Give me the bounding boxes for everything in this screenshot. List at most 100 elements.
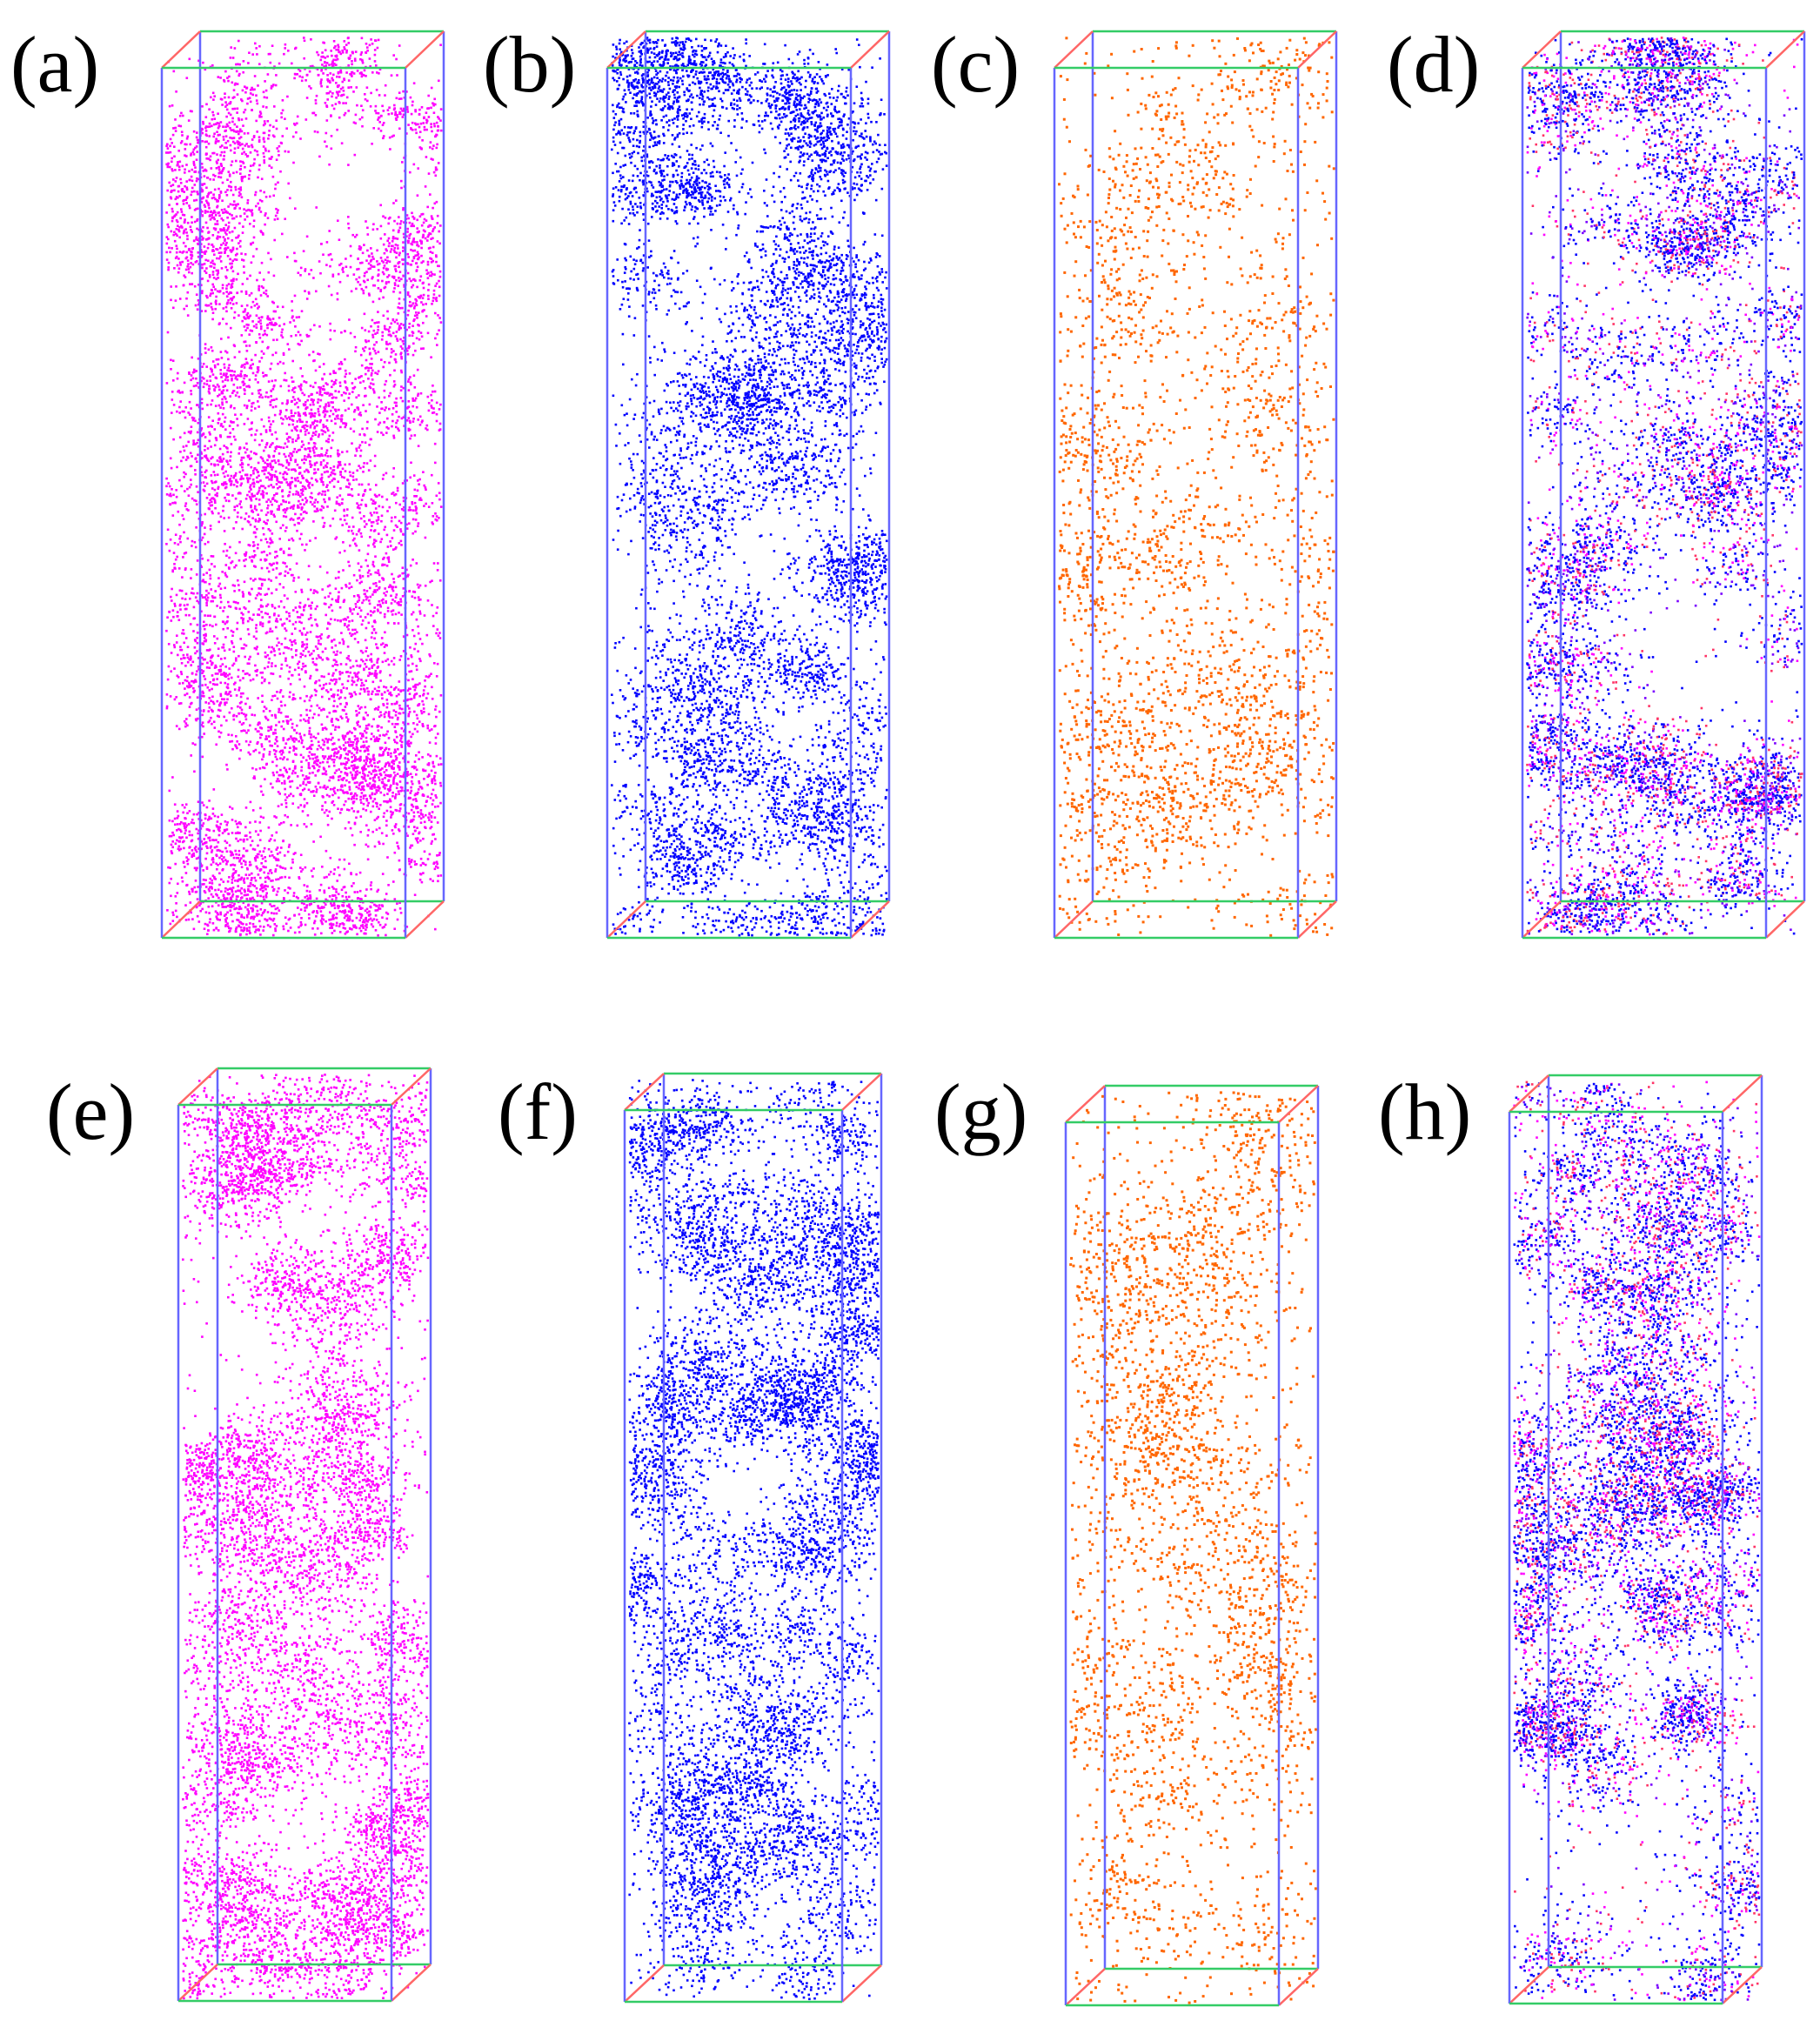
particle-point: [197, 421, 200, 425]
particle-point: [339, 689, 343, 692]
particle-point: [354, 756, 357, 759]
particle-point: [369, 777, 371, 780]
particle-point: [377, 269, 380, 271]
particle-point: [250, 465, 253, 469]
particle-point: [366, 233, 370, 236]
particle-point: [185, 692, 189, 695]
particle-point: [424, 237, 427, 240]
particle-point: [397, 716, 399, 719]
particle-point: [225, 295, 229, 298]
particle-point: [416, 251, 419, 254]
particle-point: [258, 850, 262, 853]
particle-point: [418, 586, 420, 589]
particle-point: [365, 259, 368, 262]
particle-point: [343, 509, 345, 512]
particle-point: [291, 519, 295, 521]
particle-point: [337, 466, 339, 469]
particle-point: [373, 793, 377, 795]
particle-point: [300, 445, 304, 448]
particle-point: [267, 472, 270, 474]
particle-point: [372, 511, 376, 514]
particle-point: [312, 398, 315, 402]
particle-point: [320, 447, 324, 450]
particle-point: [280, 667, 283, 670]
particle-point: [371, 525, 373, 527]
particle-point: [331, 646, 333, 649]
particle-point: [340, 394, 344, 397]
particle-point: [366, 749, 370, 752]
particle-point: [426, 205, 429, 209]
particle-point: [223, 517, 225, 519]
particle-point: [266, 217, 270, 219]
particle-point: [411, 222, 414, 225]
particle-point: [370, 658, 372, 660]
particle-point: [230, 180, 232, 184]
particle-point: [409, 263, 412, 266]
particle-point: [398, 503, 401, 506]
particle-point: [310, 652, 313, 655]
particle-point: [321, 454, 324, 457]
particle-point: [299, 719, 302, 722]
particle-point: [278, 887, 280, 890]
particle-point: [232, 527, 235, 530]
particle-point: [382, 703, 385, 706]
particle-point: [285, 432, 289, 435]
particle-point: [167, 238, 170, 241]
particle-point: [397, 790, 400, 793]
particle-point: [407, 239, 410, 243]
particle-point: [382, 135, 385, 137]
particle-point: [211, 419, 214, 422]
particle-point: [215, 299, 217, 303]
particle-point: [418, 311, 420, 314]
particle-point: [358, 506, 361, 510]
particle-point: [207, 836, 210, 840]
particle-point: [398, 907, 402, 910]
particle-point: [250, 305, 253, 309]
particle-point: [292, 894, 295, 898]
particle-point: [269, 537, 272, 540]
particle-point: [412, 302, 415, 304]
particle-point: [431, 811, 434, 813]
particle-point: [224, 486, 227, 490]
particle-point: [259, 806, 262, 810]
particle-point: [258, 305, 260, 308]
particle-point: [417, 252, 420, 256]
particle-point: [300, 769, 303, 772]
particle-point: [419, 295, 422, 298]
particle-point: [406, 252, 410, 256]
particle-point: [416, 717, 419, 720]
particle-point: [261, 578, 264, 581]
particle-point: [245, 313, 249, 317]
particle-point: [299, 266, 303, 270]
particle-point: [321, 55, 325, 58]
particle-point: [189, 265, 192, 269]
particle-point: [230, 864, 232, 866]
particle-point: [279, 618, 282, 621]
particle-point: [203, 637, 206, 639]
particle-point: [206, 226, 209, 230]
particle-point: [339, 418, 342, 420]
particle-point: [242, 311, 245, 313]
particle-point: [210, 265, 213, 268]
particle-point: [380, 538, 384, 540]
particle-point: [363, 766, 365, 769]
particle-point: [334, 726, 338, 728]
particle-point: [305, 638, 309, 641]
particle-point: [236, 83, 239, 85]
particle-point: [410, 112, 413, 116]
particle-point: [359, 466, 362, 470]
particle-point: [412, 629, 414, 632]
particle-point: [345, 485, 348, 488]
particle-point: [201, 522, 204, 525]
particle-point: [335, 769, 338, 772]
particle-point: [322, 411, 325, 414]
particle-point: [388, 692, 391, 695]
particle-point: [333, 63, 336, 65]
particle-point: [207, 710, 211, 713]
particle-point: [378, 920, 380, 924]
particle-point: [239, 907, 243, 910]
particle-point: [438, 763, 440, 766]
particle-point: [386, 259, 389, 263]
particle-point: [385, 425, 388, 429]
particle-point: [419, 275, 423, 278]
